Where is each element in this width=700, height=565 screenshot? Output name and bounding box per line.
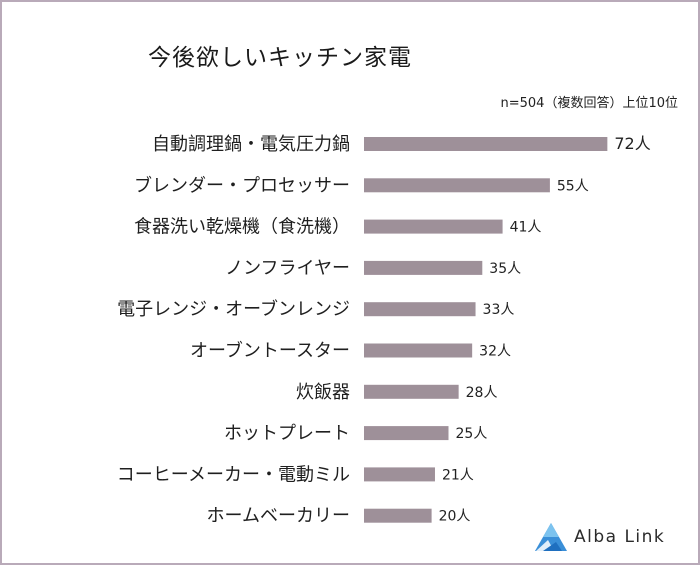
alba-link-logo-icon (535, 523, 567, 551)
category-label: 自動調理鍋・電気圧力鍋 (152, 134, 350, 155)
bar (364, 426, 449, 441)
bar (364, 343, 473, 358)
category-label: 食器洗い乾燥機（食洗機） (134, 217, 350, 238)
value-label: 28人 (466, 385, 498, 401)
sample-note: n=504（複数回答）上位10位 (500, 96, 679, 111)
bar (364, 137, 608, 151)
alba-link-logo: Alba Link (534, 522, 665, 552)
category-label: ホームベーカリー (207, 506, 350, 527)
bar (364, 302, 476, 317)
bar (364, 384, 459, 399)
bar (364, 219, 503, 234)
value-label: 35人 (489, 261, 521, 277)
bar (364, 178, 550, 193)
value-label: 72人 (614, 134, 650, 153)
category-label: 電子レンジ・オーブンレンジ (117, 298, 350, 320)
category-label: 炊飯器 (296, 382, 350, 403)
category-label: オーブントースター (190, 340, 350, 362)
value-label: 33人 (483, 302, 515, 318)
bar (364, 260, 483, 275)
category-label: ホットプレート (224, 423, 350, 444)
alba-link-logo-text: Alba Link (574, 527, 666, 547)
value-label: 32人 (479, 344, 511, 360)
category-label: コーヒーメーカー・電動ミル (117, 464, 350, 485)
value-label: 55人 (557, 178, 589, 194)
bar (364, 467, 435, 482)
category-label: ノンフライヤー (225, 258, 350, 279)
value-label: 41人 (510, 220, 542, 236)
chart-title: 今後欲しいキッチン家電 (148, 45, 412, 71)
bar (364, 508, 432, 523)
value-label: 25人 (456, 426, 488, 442)
value-label: 21人 (442, 467, 474, 483)
value-label: 20人 (439, 509, 471, 525)
category-label: ブレンダー・プロセッサー (134, 174, 350, 196)
